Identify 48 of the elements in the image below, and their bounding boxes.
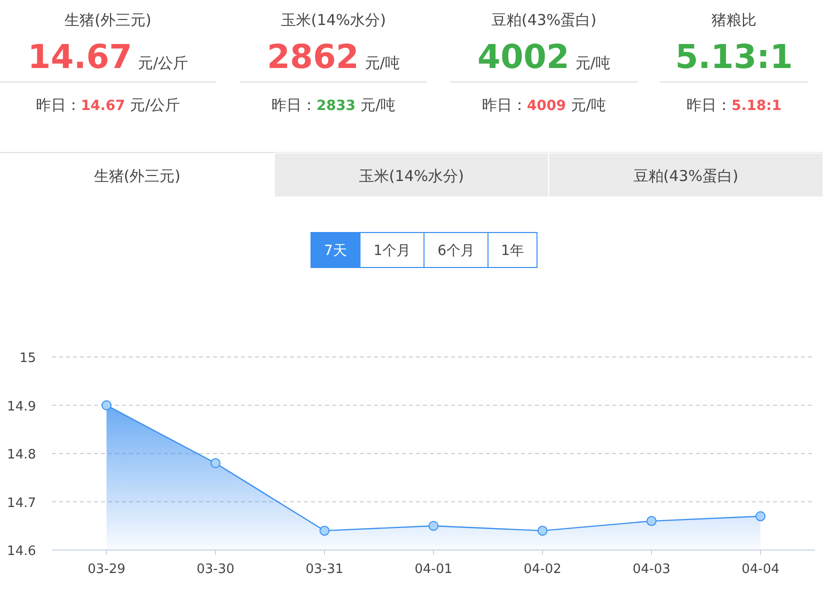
text: 昨日： — [36, 96, 81, 114]
text: 元/公斤 — [130, 96, 180, 114]
text: 4009 — [526, 98, 566, 114]
y-tick-label: 14.8 — [7, 448, 36, 462]
y-tick-label: 14.7 — [7, 496, 36, 511]
text: 1年 — [501, 243, 524, 259]
text: 猪粮比 — [712, 11, 756, 29]
category-label: 玉米(14%水分) — [358, 167, 464, 185]
text: 1个月 — [374, 243, 410, 259]
point — [320, 526, 330, 536]
x-tick-label: 04-04 — [742, 562, 780, 577]
x-tick-label: 04-01 — [414, 562, 452, 577]
x-tick-label: 03-30 — [196, 562, 234, 577]
x-tick-label: 04-02 — [524, 562, 562, 577]
text: 5.18:1 — [732, 98, 782, 114]
category-label: 生猪(外三元) — [94, 167, 181, 185]
text: 7天 — [324, 243, 347, 259]
point — [428, 520, 438, 531]
text: 昨日： — [482, 96, 527, 114]
text: 豆粕(43%蛋白) — [491, 11, 597, 29]
text: 元/吨 — [570, 96, 606, 114]
text: 2833 — [316, 98, 356, 114]
text: 14.67 — [80, 98, 126, 114]
text: 生猪(外三元) — [64, 11, 152, 29]
text: 6个月 — [438, 243, 474, 259]
text: 玉米(14%水分) — [280, 11, 386, 29]
text: 5.13:1 — [675, 37, 793, 76]
text: 4002 — [478, 37, 570, 76]
text: 昨日： — [686, 96, 732, 114]
point — [210, 458, 220, 468]
x-tick-label: 04-03 — [632, 562, 670, 577]
y-tick-label: 14.9 — [7, 399, 36, 414]
x-tick-label: 03-29 — [88, 562, 126, 577]
text: 14.67 — [28, 37, 132, 76]
point — [538, 526, 548, 536]
x-tick-label: 03-31 — [306, 562, 344, 577]
text: 元/吨 — [360, 96, 396, 114]
text: 昨日： — [271, 96, 316, 114]
text: 元/吨 — [364, 54, 400, 72]
point — [756, 511, 766, 522]
text: 元/吨 — [575, 54, 610, 72]
category-label: 豆粕(43%蛋白) — [633, 167, 738, 185]
y-tick-label: 15 — [19, 351, 36, 366]
text: 2862 — [267, 37, 359, 76]
text: 元/公斤 — [138, 54, 188, 72]
y-tick-label: 14.6 — [7, 544, 36, 559]
point — [102, 400, 112, 410]
point — [646, 516, 656, 526]
